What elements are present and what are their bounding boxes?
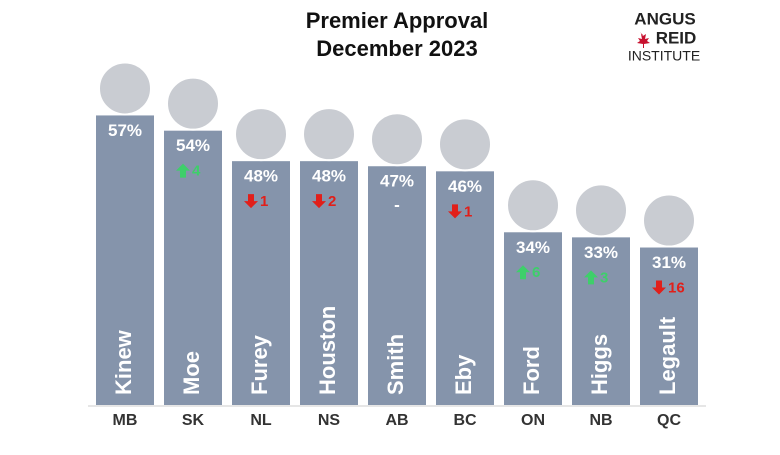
chart-title: Premier Approval [306, 8, 489, 33]
change-arrow [312, 194, 326, 209]
change-arrow [176, 163, 190, 178]
avatar [370, 112, 424, 167]
change-label: 16 [668, 279, 685, 296]
change-label: 6 [532, 264, 540, 281]
bar [572, 237, 630, 405]
maple-leaf [637, 32, 650, 48]
bar [640, 247, 698, 405]
x-tick-label: QC [657, 412, 681, 429]
avatar [234, 107, 288, 162]
x-tick-label: AB [385, 412, 408, 429]
change-arrow [652, 280, 666, 295]
premier-name: Moe [179, 351, 204, 395]
logo: ANGUS REID INSTITUTE [628, 9, 700, 63]
avatar [574, 183, 628, 238]
change-label: 2 [328, 193, 336, 210]
value-label: 33% [584, 243, 618, 262]
value-label: 48% [312, 167, 346, 186]
bar [300, 161, 358, 405]
bar [436, 171, 494, 405]
avatar [642, 193, 696, 248]
bar [164, 130, 222, 405]
value-label: 31% [652, 253, 686, 272]
bar [368, 166, 426, 405]
value-label: 34% [516, 238, 550, 257]
premier-name: Eby [451, 354, 476, 395]
x-tick-label: SK [182, 412, 205, 429]
avatar [166, 76, 220, 131]
change-label: - [394, 196, 400, 215]
value-label: 47% [380, 172, 414, 191]
bar [96, 115, 154, 405]
x-tick-label: NB [589, 412, 612, 429]
change-label: 3 [600, 269, 608, 286]
x-tick-label: NS [318, 412, 341, 429]
premier-name: Kinew [111, 329, 136, 395]
value-label: 57% [108, 121, 142, 140]
premier-name: Houston [315, 306, 340, 395]
value-label: 48% [244, 167, 278, 186]
chart-subtitle: December 2023 [316, 36, 477, 61]
avatar [506, 178, 560, 233]
value-label: 46% [448, 177, 482, 196]
x-tick-label: MB [113, 412, 138, 429]
value-label: 54% [176, 136, 210, 155]
change-label: 1 [464, 203, 472, 220]
bar [504, 232, 562, 405]
x-tick-label: NL [250, 412, 272, 429]
change-arrow [584, 270, 598, 285]
x-tick-label: ON [521, 412, 545, 429]
premier-name: Ford [519, 346, 544, 395]
logo-text: REID [656, 28, 697, 47]
logo-text: INSTITUTE [628, 48, 700, 64]
logo-text: ANGUS [634, 9, 695, 28]
premier-name: Smith [383, 334, 408, 395]
avatar [98, 61, 152, 116]
premier-name: Furey [247, 334, 272, 395]
bar [232, 161, 290, 405]
premier-name: Higgs [587, 334, 612, 395]
change-arrow [244, 194, 258, 209]
change-label: 4 [192, 163, 201, 180]
change-arrow [448, 204, 462, 219]
avatar [302, 107, 356, 162]
premier-name: Legault [655, 316, 680, 395]
x-tick-label: BC [453, 412, 477, 429]
change-label: 1 [260, 193, 268, 210]
change-arrow [516, 265, 530, 280]
avatar [438, 117, 492, 172]
